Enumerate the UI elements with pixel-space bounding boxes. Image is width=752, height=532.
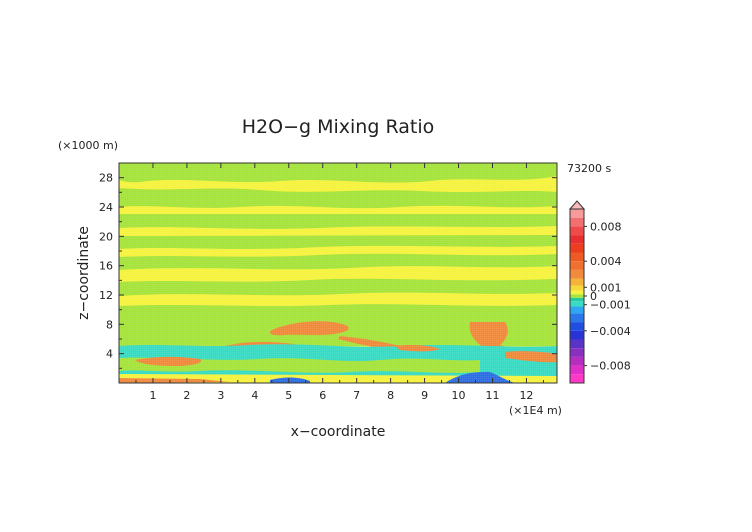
colorbar-segment [570,235,584,244]
plot-frame [118,162,558,384]
x-tick-label: 12 [519,389,533,402]
colorbar-label: −0.004 [590,325,631,338]
colorbar-segment [570,278,584,286]
x-axis-label: x−coordinate [291,424,386,440]
x-tick-label: 6 [319,389,326,402]
colorbar-segment [570,294,584,298]
y-tick-label: 28 [99,172,113,185]
colorbar-label: −0.001 [590,299,631,312]
colorbar-segment [570,226,584,236]
colorbar-segment [570,261,584,270]
x-axis-ticks: 1 2 3 4 5 6 7 8 9 10 11 12 [135,163,544,402]
colorbar-segment [570,322,584,331]
y-axis-ticks: 4 8 12 16 20 24 28 [99,172,557,369]
colorbar-segment [570,243,584,253]
colorbar-extend-arrow [568,200,586,210]
x-tick-label: 4 [251,389,258,402]
colorbar-segment [570,374,584,383]
x-tick-label: 8 [387,389,394,402]
colorbar-segment [570,313,584,323]
x-tick-label: 9 [421,389,428,402]
x-tick-label: 1 [149,389,156,402]
x-tick-label: 7 [353,389,360,402]
colorbar-segment [570,301,584,307]
colorbar-label: 0 [590,290,597,303]
x-tick-label: 10 [452,389,466,402]
colorbar-segment [570,297,584,302]
y-tick-label: 8 [106,318,113,331]
x-tick-label: 5 [285,389,292,402]
colorbar-segment [570,209,584,218]
colorbar-label: 0.004 [590,255,622,268]
colorbar-segment [570,356,584,366]
x-tick-label: 2 [183,389,190,402]
chart-title: H2O−g Mixing Ratio [242,116,434,138]
colorbar-segment [570,269,584,279]
time-label: 73200 s [567,162,611,175]
colorbar-label: 0.008 [590,220,622,233]
colorbar-segment [570,217,584,227]
heatmap-field [119,163,557,383]
y-tick-label: 12 [99,289,113,302]
colorbar-label: 0.001 [590,281,622,294]
x-tick-label: 3 [217,389,224,402]
colorbar [568,200,586,384]
x-tick-label: 11 [485,389,499,402]
y-tick-label: 20 [99,230,113,243]
y-tick-label: 24 [99,201,113,214]
colorbar-label: −0.008 [590,360,631,373]
colorbar-segment [570,339,584,349]
colorbar-segment [570,365,584,375]
colorbar-segment [570,290,584,295]
y-tick-label: 16 [99,260,113,273]
colorbar-segment [570,330,584,340]
colorbar-segment [570,306,584,314]
x-multiplier-label: (×1E4 m) [509,404,562,417]
colorbar-segment [570,285,584,291]
y-axis-label: z−coordinate [76,226,92,320]
colorbar-segment [570,252,584,262]
y-multiplier-label: (×1000 m) [58,139,118,152]
y-tick-label: 4 [106,348,113,361]
colorbar-segment [570,348,584,357]
